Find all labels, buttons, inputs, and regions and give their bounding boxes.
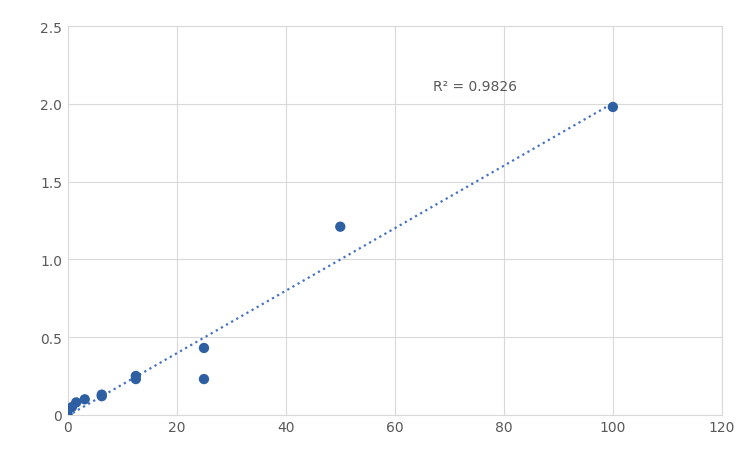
Point <box>198 376 210 383</box>
Point <box>62 411 74 419</box>
Point <box>334 224 346 231</box>
Point <box>96 393 108 400</box>
Point <box>607 104 619 111</box>
Point <box>70 399 82 406</box>
Point <box>130 376 142 383</box>
Point <box>66 404 78 411</box>
Point <box>130 373 142 380</box>
Point <box>198 345 210 352</box>
Point <box>96 391 108 398</box>
Point <box>79 396 91 403</box>
Text: R² = 0.9826: R² = 0.9826 <box>433 80 517 94</box>
